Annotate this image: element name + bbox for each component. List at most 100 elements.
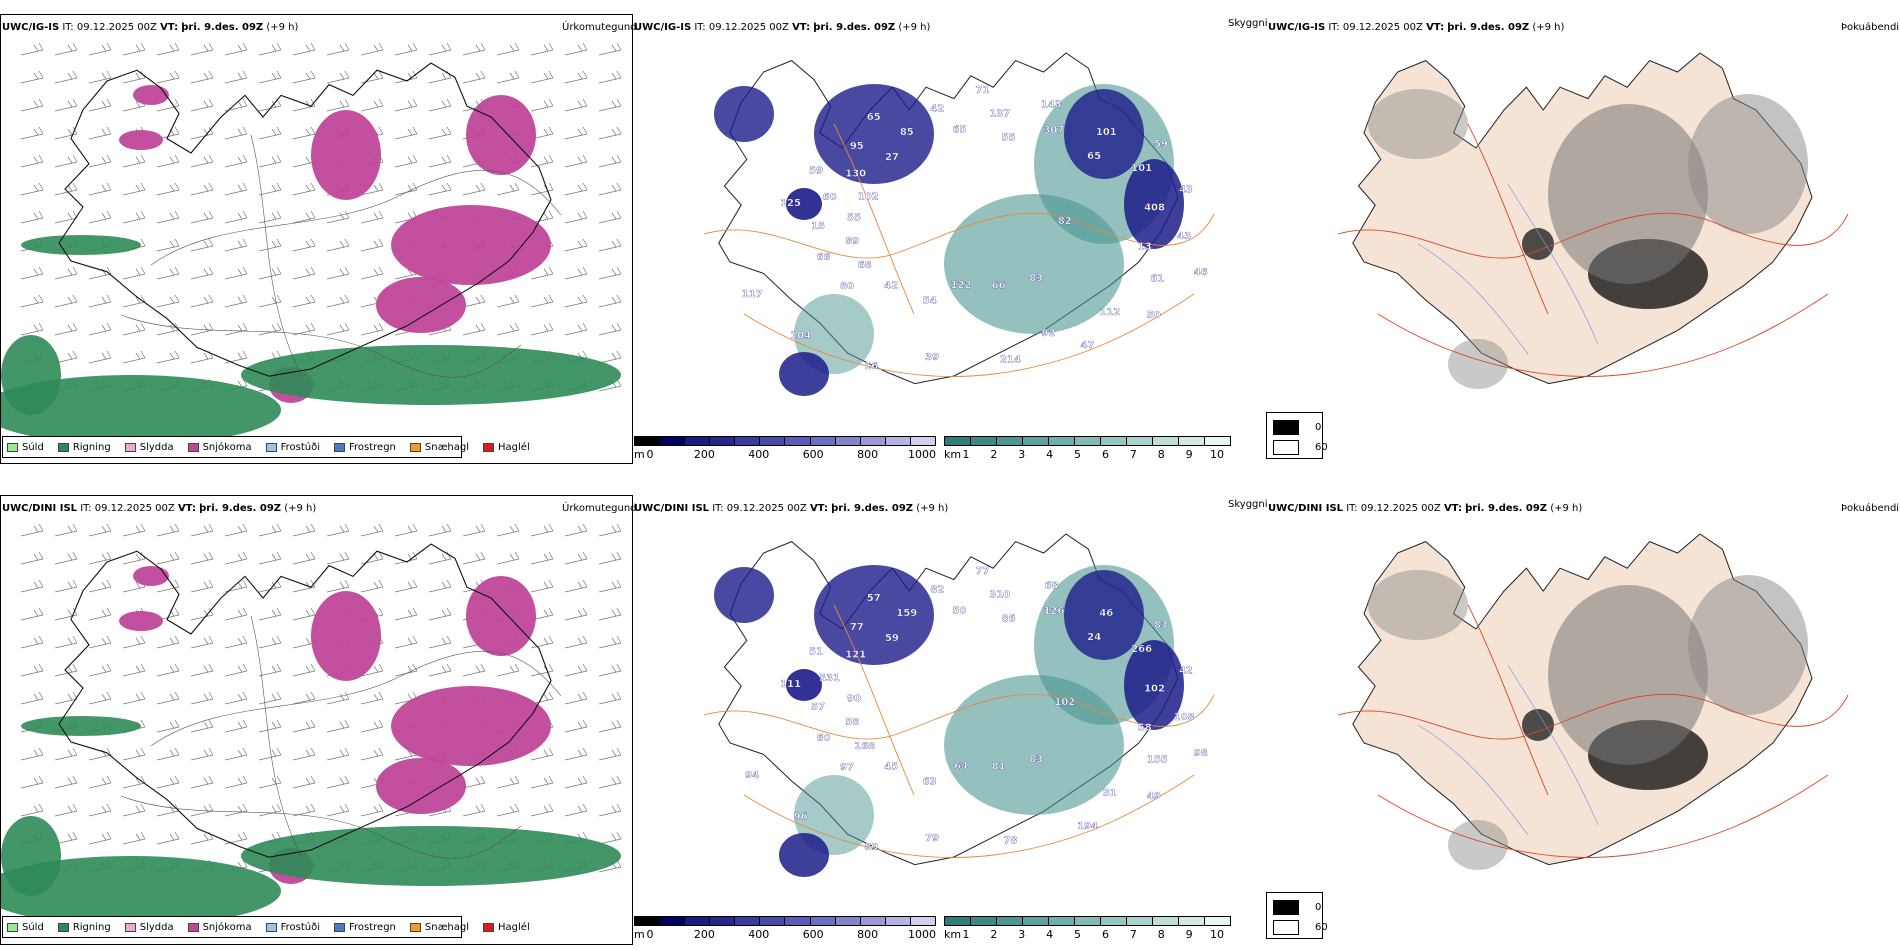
visibility-value-label: 59 [809,165,823,176]
road-network [1337,604,1849,858]
it-value: 09.12.2025 00Z [94,503,175,514]
colorbar-cell [910,437,935,445]
colorbar-cell [835,437,861,445]
colorbar-tick: 400 [748,928,770,941]
visibility-colorbar-row1: km 1 2 3 4 5 6 7 8 9 10 [944,436,1231,468]
colorbar-tick: 6 [1101,928,1109,941]
wind-barb [292,294,316,308]
wind-barb [462,663,486,677]
wind-barb [122,775,146,789]
wind-barb [258,322,282,336]
wind-barb [88,831,112,845]
it-label: IT: [62,22,74,33]
wind-barb [394,98,418,112]
wind-barb [292,266,316,280]
colorbar-cell [1127,917,1153,925]
rain-area [21,235,141,255]
snow-area [376,758,466,814]
vt-value: þri. 9.des. 09Z [813,22,896,33]
wind-barb [122,691,146,705]
wind-barb [20,691,44,705]
dense-fog-area [1522,228,1554,260]
visibility-value-label: 97 [840,762,854,773]
wind-barb [156,210,180,224]
visibility-value-label: 102 [858,192,879,203]
wind-barb [258,635,282,649]
precip-legend-item: Frostúði [265,922,320,933]
precip-legend-item: Snæhagl [409,442,469,453]
wind-barb [564,294,588,308]
visibility-value-label: 155 [1147,755,1168,766]
precip-legend-item: Súld [7,922,44,933]
colorbar-tick: 200 [693,928,715,941]
visibility-value-label: 77 [850,622,864,633]
wind-barbs [20,523,622,873]
visibility-value-label: 42 [884,281,898,292]
precip-legend-row2: Súld Rigning Slydda Snjókoma Frostúði Frostre… [2,916,530,938]
wind-barb [224,210,248,224]
wind-barb [360,747,384,761]
colorbar-cell [1075,917,1101,925]
fog-key-swatch-60 [1273,440,1299,455]
wind-barb [156,803,180,817]
wind-barb [122,551,146,565]
wind-barb [88,126,112,140]
colorbar-tick: 800 [857,448,879,461]
precip-legend-item: Rigning [57,922,111,933]
precip-legend-item: Frostregn [334,442,396,453]
wind-barb [54,579,78,593]
road [833,604,915,796]
colorbar-cell [710,917,736,925]
wind-barb [394,42,418,56]
wind-barb [462,322,486,336]
wind-barb [88,70,112,84]
precip-legend-label: Súld [22,441,44,453]
colorbar-cell [760,917,786,925]
visibility-value-label: 101 [1131,163,1152,174]
road-line [150,651,562,747]
visibility-value-label: 143 [1041,100,1062,111]
colorbar-tick: 400 [748,448,770,461]
colorbar-unit: m [634,928,645,941]
visibility-value-label: 42 [1179,666,1193,677]
wind-barb [88,551,112,565]
precip-legend-item: Snjókoma [187,442,252,453]
snow-area [391,686,551,766]
wind-barb [462,42,486,56]
rivers [1417,664,1599,836]
wind-barb [326,322,350,336]
panel-title-precip-row1: Úrkomutegund [562,22,637,33]
fog-indicator-map-row1 [1268,14,1900,434]
low-cloud-area [814,565,934,665]
wind-barbs [20,42,622,392]
colorbar-cell [997,437,1023,445]
wind-barb [496,803,520,817]
low-cloud-area [779,352,829,396]
wind-barb [122,523,146,537]
wind-barb [326,98,350,112]
visibility-value-label: 95 [850,141,864,152]
wind-barb [258,42,282,56]
visibility-value-label: 55 [847,212,861,223]
low-cloud-area [1064,89,1144,179]
fog-key-swatch-60 [1273,920,1299,935]
iceland-coastline [58,62,552,377]
wind-barb [122,831,146,845]
fog-area [1448,820,1508,870]
colorbar-tick: 4 [1046,928,1054,941]
wind-barb [360,523,384,537]
wind-barb [598,182,622,196]
vt-value: þri. 9.des. 09Z [1447,22,1530,33]
wind-barb [258,154,282,168]
visibility-value-label: 50 [1147,310,1161,321]
wind-barb [292,747,316,761]
low-cloud-area [1124,159,1184,249]
vt-value: þri. 9.des. 09Z [831,503,914,514]
visibility-value-label: 50 [953,605,967,616]
precip-legend-item: Snjókoma [187,922,252,933]
panel-title-visibility-row2: Skyggni [1228,499,1268,510]
fog-area [1368,570,1468,640]
colorbar-cell [1075,437,1101,445]
wind-barb [190,607,214,621]
wind-barb [258,719,282,733]
